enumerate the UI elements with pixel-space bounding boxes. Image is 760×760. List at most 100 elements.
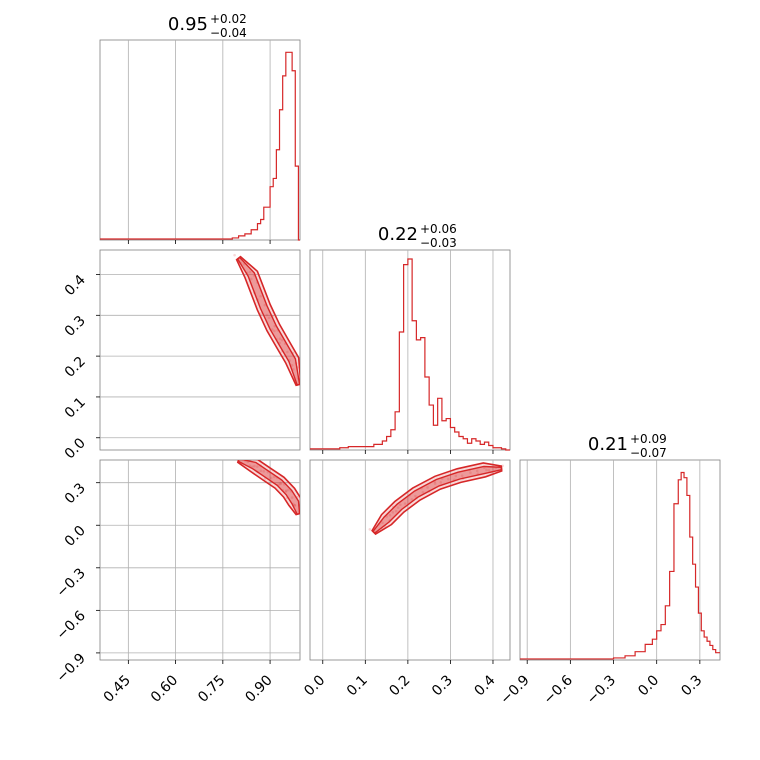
- p21-sample-point: [368, 528, 372, 531]
- p10-ytick-label: 0.3: [62, 313, 89, 340]
- p1-title-plus: +0.06: [420, 222, 457, 236]
- p21-sample-point: [421, 490, 425, 494]
- p2-title-value: 0.21: [588, 434, 628, 455]
- p21-sample-point: [394, 509, 398, 513]
- p10-sample-point: [290, 363, 294, 367]
- p0-title-plus: +0.02: [210, 12, 247, 26]
- p21-sample-point: [446, 477, 450, 481]
- p21-contour-outer: [371, 462, 503, 536]
- p21-sample-point: [399, 503, 402, 507]
- p21-xtick-label: 0.3: [429, 672, 456, 699]
- p0-title: 0.95 +0.02−0.04: [168, 12, 247, 40]
- p21-xtick-label: 0.0: [301, 672, 328, 699]
- p20-xtick-label: 0.90: [242, 672, 275, 705]
- p20-xtick-label: 0.75: [195, 672, 228, 705]
- p21-xtick-label: 0.4: [472, 672, 499, 699]
- p20-sample-point: [279, 481, 282, 485]
- p21-frame: [309, 459, 511, 661]
- p1-axes: [309, 249, 511, 454]
- p21-sample-point: [414, 494, 417, 498]
- p21-sample-point: [439, 481, 443, 484]
- p20-contour-inner: [237, 460, 300, 516]
- p21-xtick-label: 0.2: [386, 672, 413, 699]
- p21-sample-point: [433, 482, 437, 485]
- p21-contour-inner: [372, 465, 503, 535]
- p0-frame: [99, 39, 301, 241]
- p10-ytick-label: 0.2: [62, 354, 89, 381]
- p20-xtick-label: 0.60: [148, 672, 181, 705]
- p20-ytick-label: 0.3: [62, 480, 89, 507]
- p10-sample-point: [267, 316, 271, 320]
- p21-xtick-label: 0.1: [344, 672, 371, 699]
- p10-sample-point: [249, 277, 253, 281]
- p2-axes: −0.9 −0.6 −0.3 0.0 0.3: [497, 459, 721, 708]
- p2-xtick-label: −0.6: [541, 672, 576, 707]
- p21-sample-point: [460, 474, 464, 477]
- p2-title: 0.21 +0.09−0.07: [588, 432, 667, 460]
- p10-ytick-label: 0.1: [62, 394, 89, 421]
- p10-sample-point: [233, 253, 236, 257]
- p20-ytick-label: −0.6: [53, 608, 88, 643]
- p0-histogram-step: [100, 51, 300, 241]
- p21-sample-point: [485, 468, 488, 472]
- p20-sample-point: [256, 465, 259, 468]
- p21-density: [368, 462, 504, 536]
- p21-sample-point: [487, 468, 491, 472]
- p1-title-minus: −0.03: [420, 236, 457, 250]
- p20-sample-point: [290, 496, 294, 499]
- p2-histogram-step: [520, 471, 720, 660]
- p20-sample-point: [253, 464, 256, 468]
- p20-frame: [99, 459, 301, 661]
- p10-sample-point: [270, 328, 274, 331]
- p21-xgrid: [322, 460, 494, 660]
- p2-title-minus: −0.07: [630, 446, 667, 460]
- p10-ygrid: [100, 274, 300, 439]
- p21-sample-point: [388, 513, 392, 517]
- p21-sample-point: [410, 498, 414, 501]
- p20-ytick-label: −0.3: [53, 565, 88, 600]
- p20-sample-point: [284, 489, 288, 492]
- p20-sample-point: [259, 469, 263, 473]
- p21-sample-point: [454, 474, 458, 478]
- p10-sample-point: [273, 329, 276, 333]
- p10-sample-point: [273, 324, 276, 328]
- p10-sample-point: [259, 294, 262, 298]
- p10-density: [233, 253, 300, 387]
- p1-title-value: 0.22: [378, 224, 418, 245]
- p21-sample-point: [426, 486, 429, 489]
- p10-sample-point: [280, 338, 284, 342]
- p1-histogram-step: [310, 258, 510, 451]
- p10-sample-point: [278, 337, 282, 341]
- p20-xtick-label: 0.45: [101, 672, 134, 705]
- p10-ytick-label: 0.4: [62, 272, 89, 299]
- p10-frame: [99, 249, 301, 451]
- p10-ytick-label: 0.0: [62, 435, 89, 462]
- p21-sample-point: [469, 471, 472, 475]
- p2-xtick-label: −0.3: [584, 672, 619, 707]
- p20-sample-point: [293, 504, 297, 507]
- p10-sample-point: [248, 270, 252, 274]
- p21-sample-point: [396, 506, 400, 509]
- p21-sample-point: [403, 502, 407, 505]
- p21-sample-point: [381, 521, 384, 525]
- p20-sample-point: [279, 482, 282, 486]
- p10-sample-point: [265, 313, 269, 317]
- p2-frame: [519, 459, 721, 661]
- p1-frame: [309, 249, 511, 451]
- p0-xgrid: [127, 40, 271, 240]
- p2-xgrid: [526, 460, 701, 660]
- p20-sample-point: [293, 503, 297, 507]
- p2-xtick-label: −0.9: [497, 672, 532, 707]
- p20-sample-point: [262, 470, 266, 473]
- p20-sample-point: [233, 456, 236, 459]
- p10-sample-point: [286, 350, 289, 354]
- p2-title-plus: +0.09: [630, 432, 667, 446]
- p21-sample-point: [391, 511, 395, 514]
- p10-sample-point: [263, 303, 267, 307]
- p2-xtick-label: 0.0: [635, 672, 662, 699]
- p10-sample-point: [242, 263, 246, 266]
- p10-contour-inner: [236, 256, 300, 386]
- p20-density: [233, 456, 300, 516]
- p2-xtick-label: 0.3: [678, 672, 705, 699]
